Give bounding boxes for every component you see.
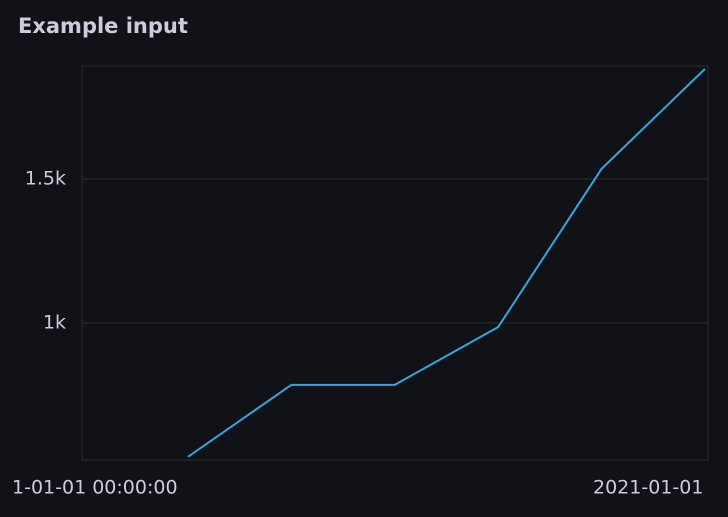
series-line — [187, 68, 706, 458]
x-tick-label: 1-01-01 00:00:00 — [12, 477, 178, 499]
y-tick-label: 1k — [43, 311, 66, 333]
plot-frame — [81, 65, 709, 461]
panel-title: Example input — [18, 14, 188, 38]
x-tick-label: 2021-01-01 — [593, 477, 703, 499]
y-tick-label: 1.5k — [25, 167, 66, 189]
